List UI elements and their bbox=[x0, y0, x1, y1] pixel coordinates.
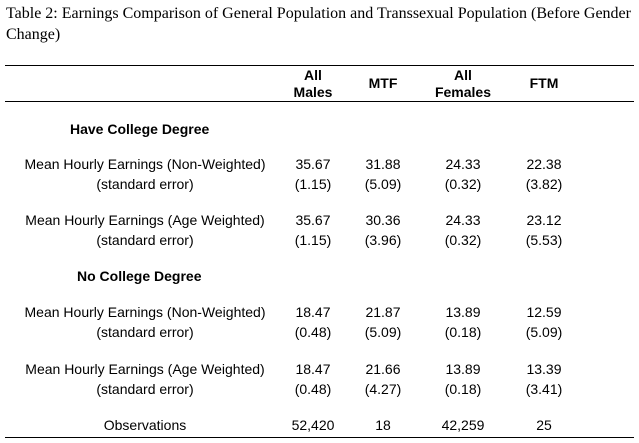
se-cell: (0.48) bbox=[294, 324, 332, 340]
col-header-all-males: All Males bbox=[293, 67, 333, 100]
se-cell: (5.09) bbox=[525, 324, 563, 340]
value-cell: 35.67 bbox=[295, 212, 331, 228]
se-cell: (3.96) bbox=[364, 232, 402, 248]
se-cell: (1.15) bbox=[294, 176, 332, 192]
se-cell: (0.18) bbox=[444, 324, 482, 340]
se-label: (standard error) bbox=[96, 232, 194, 248]
value-cell: 31.88 bbox=[365, 156, 401, 172]
value-cell: 52,420 bbox=[291, 417, 335, 433]
section-title: Have College Degree bbox=[70, 121, 210, 137]
value-cell: 35.67 bbox=[295, 156, 331, 172]
col-header-ftm: FTM bbox=[529, 75, 559, 91]
se-cell: (3.82) bbox=[525, 176, 563, 192]
se-label: (standard error) bbox=[96, 324, 194, 340]
se-cell: (0.32) bbox=[444, 176, 482, 192]
value-cell: 13.89 bbox=[445, 361, 481, 377]
row-label: Mean Hourly Earnings (Age Weighted) bbox=[25, 361, 265, 377]
se-cell: (1.15) bbox=[294, 232, 332, 248]
se-cell: (5.09) bbox=[364, 324, 402, 340]
se-cell: (0.18) bbox=[444, 381, 482, 397]
row-label: Observations bbox=[103, 417, 187, 433]
se-cell: (5.53) bbox=[525, 232, 563, 248]
se-cell: (3.41) bbox=[525, 381, 563, 397]
value-cell: 18.47 bbox=[295, 304, 331, 320]
table-caption: Table 2: Earnings Comparison of General … bbox=[6, 5, 631, 43]
value-cell: 13.89 bbox=[445, 304, 481, 320]
row-label: Mean Hourly Earnings (Non-Weighted) bbox=[24, 304, 266, 320]
col-header-all-females: All Females bbox=[434, 67, 492, 100]
value-cell: 12.59 bbox=[526, 304, 562, 320]
value-cell: 30.36 bbox=[365, 212, 401, 228]
value-cell: 22.38 bbox=[526, 156, 562, 172]
se-cell: (0.32) bbox=[444, 232, 482, 248]
value-cell: 13.39 bbox=[526, 361, 562, 377]
col-header-mtf: MTF bbox=[368, 75, 398, 91]
se-cell: (0.48) bbox=[294, 381, 332, 397]
value-cell: 18.47 bbox=[295, 361, 331, 377]
section-title: No College Degree bbox=[77, 268, 202, 284]
bottom-rule bbox=[5, 437, 634, 438]
header-rule bbox=[5, 101, 634, 102]
se-cell: (5.09) bbox=[364, 176, 402, 192]
value-cell: 24.33 bbox=[445, 212, 481, 228]
value-cell: 23.12 bbox=[526, 212, 562, 228]
value-cell: 25 bbox=[536, 417, 552, 433]
value-cell: 42,259 bbox=[441, 417, 485, 433]
se-cell: (4.27) bbox=[364, 381, 402, 397]
value-cell: 21.66 bbox=[365, 361, 401, 377]
top-rule bbox=[5, 65, 634, 66]
se-label: (standard error) bbox=[96, 381, 194, 397]
se-label: (standard error) bbox=[96, 176, 194, 192]
value-cell: 18 bbox=[375, 417, 391, 433]
value-cell: 24.33 bbox=[445, 156, 481, 172]
value-cell: 21.87 bbox=[365, 304, 401, 320]
row-label: Mean Hourly Earnings (Non-Weighted) bbox=[24, 156, 266, 172]
row-label: Mean Hourly Earnings (Age Weighted) bbox=[25, 212, 265, 228]
